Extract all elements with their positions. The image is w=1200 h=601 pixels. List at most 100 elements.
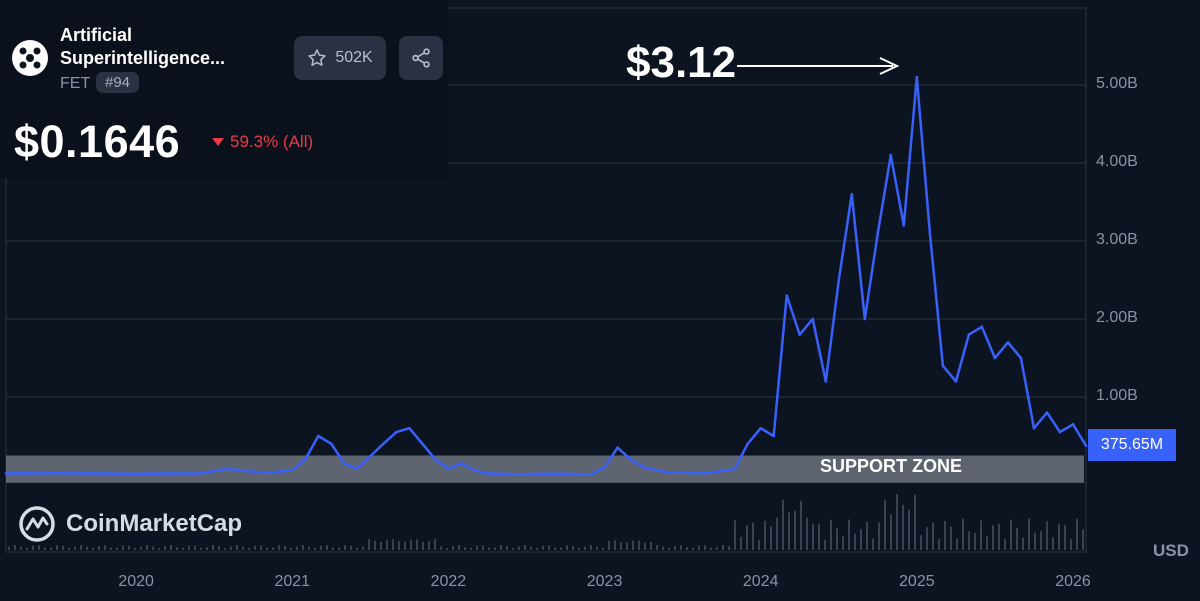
volume-bar	[164, 546, 166, 550]
volume-bar	[410, 539, 412, 550]
volume-bar	[782, 499, 784, 550]
data-point	[460, 462, 463, 465]
data-point	[356, 467, 359, 471]
volume-bar	[26, 547, 28, 550]
data-point	[850, 192, 854, 196]
data-point	[590, 472, 593, 476]
data-point	[759, 426, 762, 430]
data-point	[499, 472, 502, 476]
volume-bar	[464, 547, 466, 550]
volume-bar	[344, 545, 346, 550]
volume-bar	[194, 545, 196, 550]
volume-bar	[686, 547, 688, 550]
volume-bar	[692, 547, 694, 550]
price-change-value: 59.3% (All)	[230, 132, 314, 151]
data-point	[837, 278, 841, 282]
data-point	[915, 75, 919, 79]
coin-header: Artificial Superintelligence... FET #94 …	[0, 0, 448, 178]
support-zone-label: SUPPORT ZONE	[820, 456, 963, 476]
share-button[interactable]	[399, 36, 443, 80]
volume-bar	[992, 525, 994, 550]
volume-bar	[338, 547, 340, 550]
volume-bar	[302, 545, 304, 550]
coin-symbol: FET	[60, 75, 91, 92]
volume-bar	[914, 494, 916, 550]
data-point	[434, 458, 437, 461]
volume-bar	[752, 522, 754, 550]
volume-bar	[602, 547, 604, 550]
x-tick-label: 2024	[742, 573, 779, 590]
volume-bar	[260, 545, 262, 550]
volume-bar	[968, 531, 970, 550]
volume-bar	[902, 504, 904, 550]
volume-bar	[170, 545, 172, 550]
data-point	[629, 458, 632, 461]
volume-bar	[806, 517, 808, 550]
volume-bar	[800, 500, 802, 550]
volume-bar	[152, 546, 154, 550]
data-point	[343, 462, 346, 465]
volume-bar	[848, 519, 850, 550]
data-point	[1071, 423, 1075, 426]
volume-bar	[98, 545, 100, 550]
volume-bar	[1046, 521, 1048, 550]
volume-bar	[590, 545, 592, 550]
volume-bar	[488, 547, 490, 550]
data-point	[1084, 444, 1088, 447]
volume-bar	[680, 545, 682, 550]
volume-bar	[704, 545, 706, 550]
x-tick-label: 2020	[118, 573, 154, 590]
data-point	[1032, 426, 1036, 430]
volume-bar	[878, 522, 880, 550]
volume-bar	[1010, 519, 1012, 550]
volume-bar	[506, 546, 508, 550]
volume-bar	[242, 546, 244, 550]
watchlist-count: 502K	[335, 49, 373, 66]
data-point	[1058, 430, 1062, 434]
data-point	[798, 333, 802, 336]
volume-bar	[374, 540, 376, 550]
volume-bar	[1076, 518, 1078, 550]
volume-bar	[656, 545, 658, 550]
volume-bar	[860, 529, 862, 550]
volume-bar	[422, 541, 424, 550]
data-point	[928, 231, 932, 235]
volume-bar	[1016, 527, 1018, 550]
volume-bar	[482, 545, 484, 550]
volume-bar	[110, 547, 112, 550]
watchlist-button[interactable]: 502K	[294, 36, 386, 80]
y-tick-label: 5.00B	[1096, 75, 1138, 92]
y-tick-label: 1.00B	[1096, 387, 1138, 404]
volume-bar	[638, 540, 640, 550]
data-point	[941, 364, 945, 368]
volume-bar	[770, 526, 772, 550]
volume-bar	[872, 538, 874, 550]
rank-badge: #94	[96, 72, 140, 93]
volume-bar	[494, 547, 496, 550]
volume-bar	[926, 527, 928, 550]
volume-bar	[776, 517, 778, 550]
volume-bar	[986, 536, 988, 550]
volume-bar	[584, 546, 586, 550]
peak-annotation: $3.12	[626, 38, 737, 87]
volume-bar	[788, 512, 790, 550]
volume-bar	[392, 539, 394, 550]
plot-frame	[5, 7, 1087, 553]
volume-bar	[824, 539, 826, 550]
volume-bar	[206, 547, 208, 550]
data-point	[512, 472, 515, 476]
volume-bar	[668, 547, 670, 550]
volume-bar	[284, 546, 286, 550]
volume-bar	[578, 547, 580, 550]
volume-bar	[620, 542, 622, 550]
coin-logo-icon	[12, 40, 48, 76]
volume-bar	[962, 518, 964, 550]
volume-bar	[452, 546, 454, 550]
volume-bar	[650, 541, 652, 550]
volume-bar	[308, 546, 310, 550]
price-change: 59.3% (All)	[212, 132, 313, 152]
volume-bar	[428, 541, 430, 550]
data-point	[225, 467, 229, 471]
data-point	[967, 333, 971, 336]
volume-bar	[932, 522, 934, 550]
